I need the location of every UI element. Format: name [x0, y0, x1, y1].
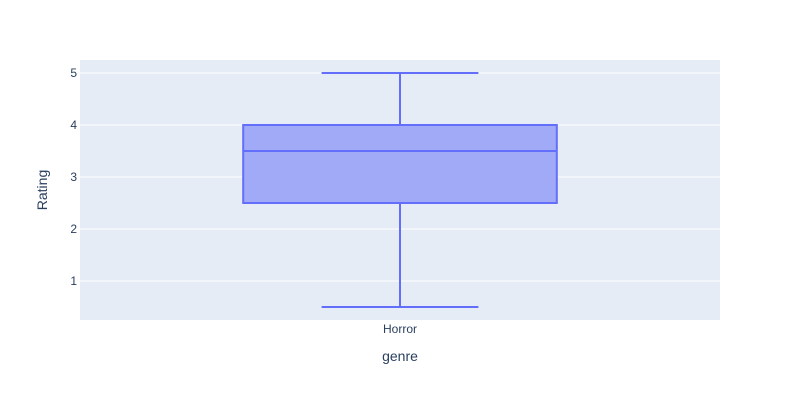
iqr-box: [242, 124, 558, 204]
x-axis-title: genre: [382, 348, 418, 364]
box-horror: [242, 72, 558, 308]
x-tick-label: Horror: [383, 322, 417, 336]
y-axis-title: Rating: [34, 170, 50, 210]
y-tick-label: 1: [70, 274, 77, 288]
y-tick-labels: 1 2 3 4 5: [70, 66, 77, 288]
box-series: [242, 72, 558, 308]
y-tick-label: 2: [70, 222, 77, 236]
x-tick-labels: Horror: [383, 322, 417, 336]
y-tick-label: 3: [70, 170, 77, 184]
y-tick-label: 5: [70, 66, 77, 80]
y-tick-label: 4: [70, 118, 77, 132]
